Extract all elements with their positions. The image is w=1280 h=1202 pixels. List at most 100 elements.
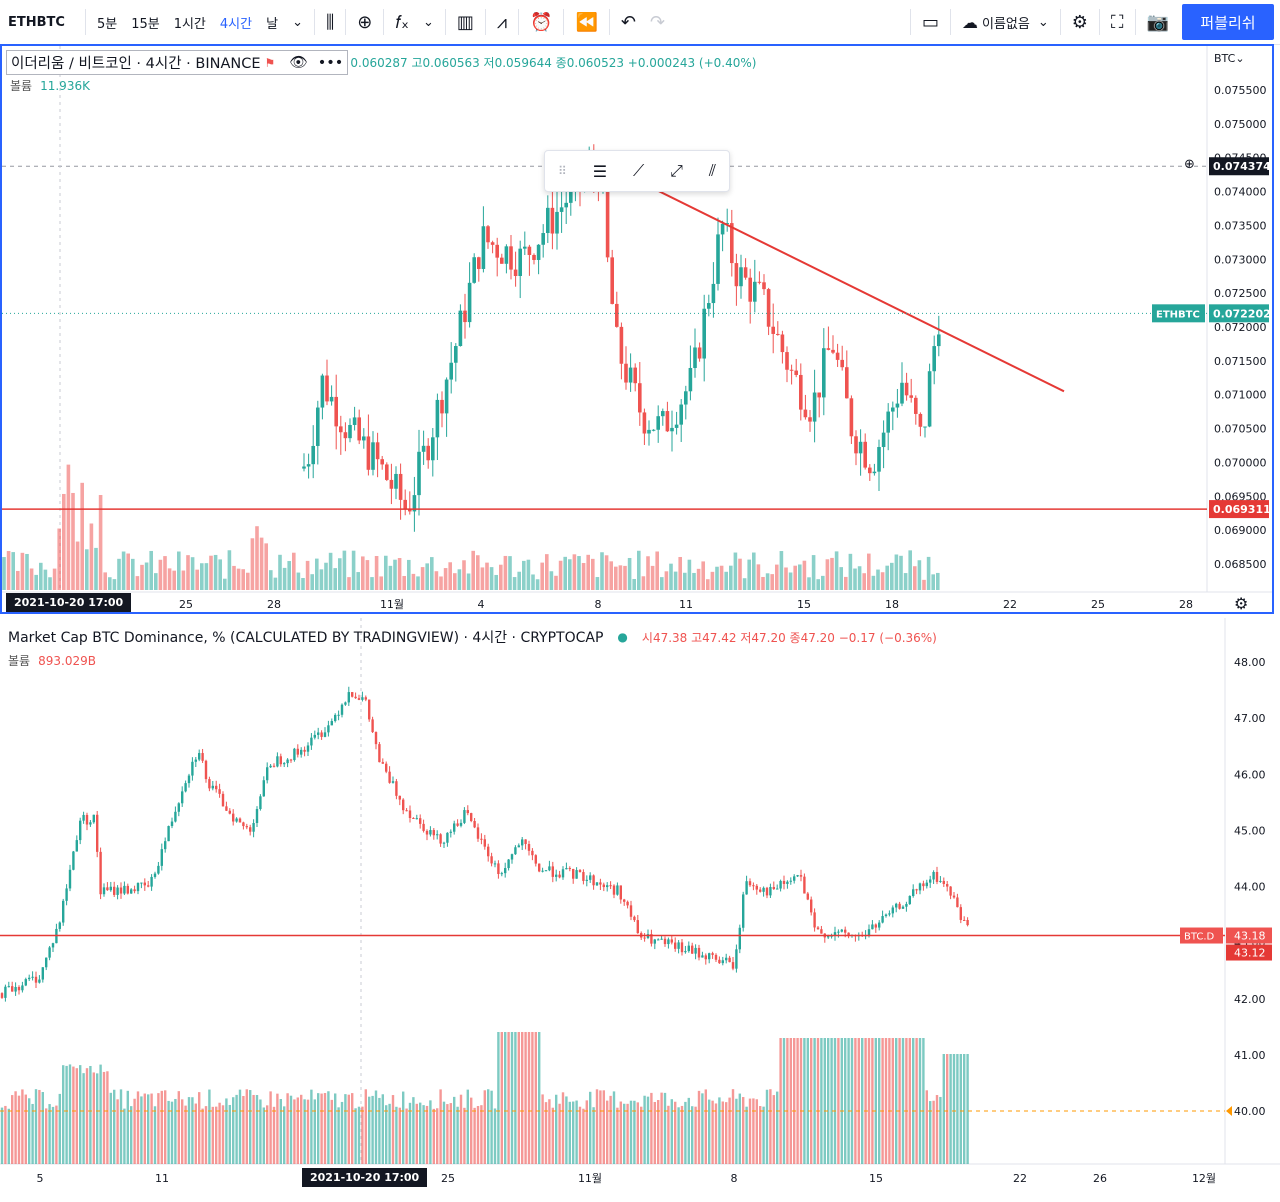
add-alert-plus-icon[interactable]: ⊕: [1184, 157, 1195, 172]
candle-body: [490, 242, 495, 245]
time-axis-label: 28: [267, 598, 281, 611]
interval-15m[interactable]: 15분: [131, 16, 160, 32]
volume-bar: [544, 1102, 548, 1164]
indicators-icon[interactable]: 𝑓ₓ: [395, 11, 409, 33]
alert-icon[interactable]: ⏰: [530, 11, 553, 33]
candle-body: [21, 985, 24, 991]
settings-gear-icon[interactable]: ⚙: [1071, 11, 1088, 33]
candle-body: [665, 411, 670, 432]
volume-bar: [6, 551, 11, 590]
financials-icon[interactable]: ▥: [456, 11, 474, 33]
price-tick-label: 0.073000: [1214, 253, 1267, 266]
volume-bar: [249, 1090, 252, 1164]
indicators-chevron-icon[interactable]: ⌄: [422, 14, 434, 30]
volume-bar: [140, 1096, 143, 1164]
candle-body: [89, 822, 92, 825]
volume-bar: [687, 559, 692, 590]
candle-body: [412, 495, 417, 512]
volume-bar: [434, 571, 439, 590]
volume-bar: [408, 1102, 412, 1164]
candle-body: [660, 938, 663, 940]
line-style-icon[interactable]: ☰: [592, 161, 608, 181]
crosshair-price-tag: [1209, 157, 1269, 176]
drag-handle-icon[interactable]: ⠿: [557, 164, 567, 178]
volume-bar: [691, 1106, 694, 1164]
redo-icon[interactable]: ↷: [649, 11, 666, 33]
volume-bar: [319, 569, 324, 590]
symbol-title-box[interactable]: 이더리움 / 비트코인 · 4시간 · BINANCE ⚑ 👁 •••: [6, 50, 349, 75]
currency-selector[interactable]: BTC ⌄: [1214, 52, 1245, 65]
volume-bar: [931, 574, 935, 590]
volume-bar: [62, 1065, 65, 1164]
replay-icon[interactable]: ⏪: [575, 11, 598, 33]
candle-body: [170, 821, 174, 827]
candle-body: [694, 947, 697, 954]
candle-body: [279, 756, 282, 765]
candle-body: [96, 814, 99, 852]
candle-body: [362, 436, 366, 441]
volume-bar: [575, 1100, 578, 1164]
volume-bar: [568, 1101, 571, 1164]
volume-bar: [527, 1032, 531, 1164]
ray-line-icon[interactable]: ⤢: [670, 161, 683, 180]
more-icon[interactable]: •••: [317, 54, 344, 71]
templates-icon[interactable]: ⩘: [496, 11, 508, 33]
volume-bar: [816, 1038, 820, 1164]
interval-1h[interactable]: 1시간: [173, 16, 206, 32]
candle-style-icon[interactable]: ⫼: [325, 11, 335, 33]
layout-name-button[interactable]: ☁ 이름없음 ⌄: [955, 0, 1056, 44]
volume-bar: [300, 1094, 303, 1164]
volume-bar: [38, 1089, 41, 1164]
last-price-tag: [1226, 927, 1272, 944]
time-axis-label: 8: [731, 1172, 738, 1185]
candle-body: [755, 885, 758, 890]
candle-body: [599, 882, 602, 885]
candle-body: [456, 823, 459, 826]
fullscreen-icon[interactable]: ⛶: [1110, 11, 1124, 33]
volume-bar: [952, 1054, 956, 1164]
volume-bar: [395, 1106, 398, 1164]
volume-bar: [507, 1032, 510, 1164]
volume-bar: [485, 562, 489, 590]
btcd-chart-canvas[interactable]: 48.0047.0046.0045.0044.0043.0042.0041.00…: [0, 618, 1280, 1202]
publish-button[interactable]: 퍼블리쉬: [1182, 4, 1274, 40]
volume-bar: [292, 552, 296, 590]
volume-bar: [204, 1106, 208, 1164]
candle-body: [45, 957, 48, 968]
compare-add-icon[interactable]: ⊕: [357, 11, 373, 33]
volume-bar: [213, 554, 218, 590]
volume-bar: [259, 1099, 262, 1164]
candle-body: [612, 885, 616, 895]
candle-body: [334, 396, 338, 427]
candle-body: [886, 411, 890, 433]
interval-4h[interactable]: 4시간: [219, 16, 253, 32]
trend-line-icon[interactable]: ⟋: [632, 161, 645, 180]
dominance-chart-pane[interactable]: 48.0047.0046.0045.0044.0043.0042.0041.00…: [0, 618, 1280, 1202]
price-tick-label: 0.074000: [1214, 186, 1267, 199]
ethbtc-chart-canvas[interactable]: 0.0755000.0750000.0745000.0740000.073500…: [2, 46, 1272, 612]
candle-body: [918, 413, 923, 427]
volume-bar: [164, 1090, 167, 1164]
eye-icon[interactable]: 👁: [289, 55, 308, 71]
candle-body: [415, 818, 418, 820]
volume-bar: [701, 1093, 704, 1164]
interval-1d[interactable]: 날: [266, 16, 279, 32]
volume-bar: [604, 555, 609, 590]
candle-body: [466, 810, 469, 814]
main-chart-pane[interactable]: 0.0755000.0750000.0745000.0740000.073500…: [0, 44, 1274, 614]
candle-body: [816, 927, 820, 930]
snapshot-camera-icon[interactable]: 📷: [1146, 11, 1169, 33]
undo-icon[interactable]: ↶: [620, 11, 636, 33]
volume-bar: [449, 1103, 452, 1164]
volume-bar: [646, 1096, 650, 1164]
volume-bar: [370, 577, 374, 590]
candle-body: [352, 417, 357, 425]
layout-icon[interactable]: ▭: [922, 11, 940, 33]
parallel-channel-icon[interactable]: ⫽: [708, 161, 717, 180]
volume-bar: [439, 1089, 442, 1164]
symbol-search-button[interactable]: ETHBTC: [8, 14, 65, 30]
crosshair-date-label: 2021-10-20 17:00: [6, 593, 132, 612]
chart-settings-gear-icon[interactable]: ⚙: [1234, 594, 1249, 613]
interval-dropdown-chevron-icon[interactable]: ⌄: [292, 14, 303, 30]
interval-5m[interactable]: 5분: [96, 16, 118, 32]
